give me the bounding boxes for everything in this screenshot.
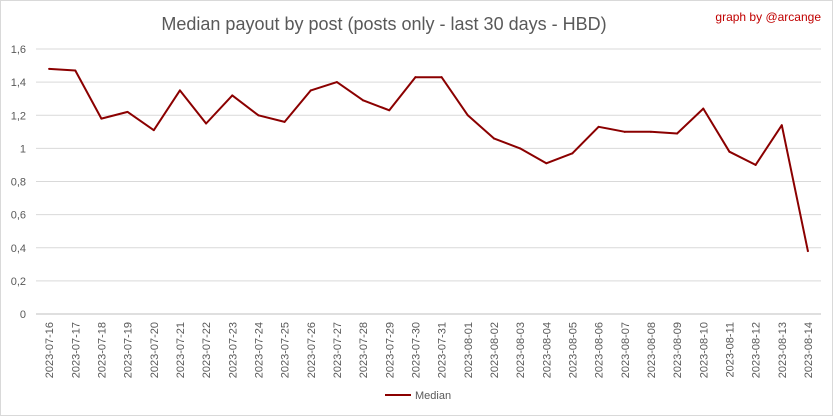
data-point (571, 152, 574, 155)
y-tick-label: 1 (20, 143, 26, 155)
x-tick-label: 2023-07-25 (280, 322, 292, 378)
data-point (100, 117, 103, 120)
data-point (519, 147, 522, 150)
data-point (728, 150, 731, 153)
y-tick-label: 0,2 (11, 276, 26, 288)
x-tick-label: 2023-07-23 (227, 322, 239, 378)
x-tick-label: 2023-08-03 (515, 322, 527, 378)
x-tick-label: 2023-08-02 (489, 322, 501, 378)
data-point (414, 76, 417, 79)
x-tick-label: 2023-07-28 (358, 322, 370, 378)
x-tick-label: 2023-07-26 (306, 322, 318, 378)
x-tick-label: 2023-08-07 (620, 322, 632, 378)
x-tick-label: 2023-08-01 (463, 322, 475, 378)
x-tick-label: 2023-07-16 (44, 322, 56, 378)
x-tick-label: 2023-07-24 (253, 322, 265, 378)
x-tick-label: 2023-08-14 (803, 322, 815, 378)
y-tick-label: 0,8 (11, 177, 26, 189)
y-tick-label: 0,6 (11, 210, 26, 222)
x-tick-label: 2023-07-30 (410, 322, 422, 378)
x-tick-label: 2023-07-18 (96, 322, 108, 378)
data-point (492, 137, 495, 140)
x-tick-label: 2023-08-05 (567, 322, 579, 378)
data-point (152, 129, 155, 132)
chart-credit: graph by @arcange (715, 10, 821, 24)
data-point (388, 109, 391, 112)
data-point (676, 132, 679, 135)
y-tick-label: 0,4 (11, 243, 26, 255)
y-tick-label: 1,6 (11, 44, 26, 56)
x-tick-label: 2023-07-31 (437, 322, 449, 378)
data-point (309, 89, 312, 92)
y-axis-ticks: 0 0,2 0,4 0,6 0,8 1 1,2 1,4 1,6 (11, 44, 26, 321)
x-tick-label: 2023-07-17 (70, 322, 82, 378)
data-point (178, 89, 181, 92)
data-point (545, 162, 548, 165)
data-point (440, 76, 443, 79)
x-tick-label: 2023-07-29 (384, 322, 396, 378)
x-tick-label: 2023-07-22 (201, 322, 213, 378)
series-line-median (49, 67, 809, 252)
data-point (257, 114, 260, 117)
data-point (597, 125, 600, 128)
y-tick-label: 0 (20, 309, 26, 321)
data-point (335, 81, 338, 84)
x-tick-label: 2023-08-09 (672, 322, 684, 378)
x-axis-ticks: 2023-07-16 2023-07-17 2023-07-18 2023-07-19… (44, 322, 815, 378)
data-point (754, 163, 757, 166)
x-tick-label: 2023-08-04 (541, 322, 553, 378)
legend: Median (385, 390, 451, 402)
x-tick-label: 2023-07-21 (175, 322, 187, 378)
x-tick-label: 2023-08-10 (698, 322, 710, 378)
x-tick-label: 2023-07-27 (332, 322, 344, 378)
data-point (283, 120, 286, 123)
gridlines (36, 48, 821, 315)
y-tick-label: 1,4 (11, 77, 26, 89)
x-tick-label: 2023-08-13 (777, 322, 789, 378)
series-layer (48, 67, 809, 253)
data-point (48, 67, 51, 70)
data-point (74, 69, 77, 72)
data-point (780, 124, 783, 127)
legend-label-median: Median (415, 390, 451, 402)
x-tick-label: 2023-08-11 (724, 322, 736, 377)
data-point (623, 130, 626, 133)
data-point (205, 122, 208, 125)
x-tick-label: 2023-07-19 (123, 322, 135, 378)
data-point (362, 99, 365, 102)
x-tick-label: 2023-08-12 (751, 322, 763, 378)
data-point (466, 114, 469, 117)
data-point (126, 110, 129, 113)
y-tick-label: 1,2 (11, 110, 26, 122)
x-tick-label: 2023-07-20 (149, 322, 161, 378)
data-point (702, 107, 705, 110)
x-tick-label: 2023-08-06 (594, 322, 606, 378)
chart-title: Median payout by post (posts only - last… (161, 14, 606, 34)
data-point (231, 94, 234, 97)
x-tick-label: 2023-08-08 (646, 322, 658, 378)
data-point (806, 250, 809, 253)
data-point (649, 130, 652, 133)
